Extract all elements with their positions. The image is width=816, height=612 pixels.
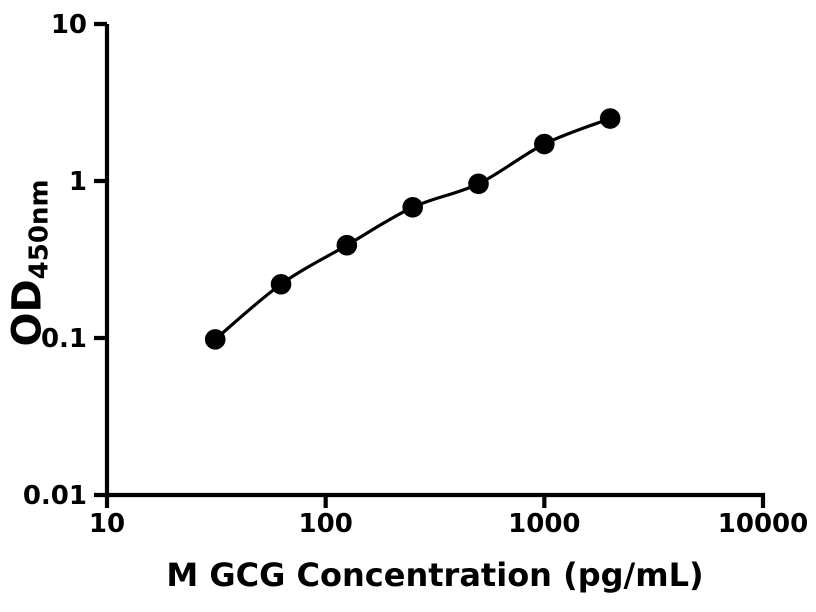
x-tick-label: 10 — [89, 509, 125, 539]
y-tick-label: 1 — [69, 167, 87, 197]
data-point-marker — [402, 196, 423, 218]
data-point-marker — [204, 329, 226, 350]
x-tick-label: 1000 — [508, 509, 580, 539]
y-tick-label: 0.01 — [23, 481, 87, 511]
data-points — [204, 108, 621, 350]
y-axis-title-main: OD — [4, 279, 51, 347]
y-axis-title-subscript: 450nm — [24, 179, 55, 280]
y-axis-title: OD450nm — [4, 179, 55, 347]
y-tick-label: 0.1 — [41, 324, 87, 354]
data-point-marker — [468, 173, 489, 195]
x-tick-label: 100 — [299, 509, 353, 539]
data-point-marker — [534, 133, 555, 155]
x-tick-label: 10000 — [718, 509, 808, 539]
data-point-marker — [270, 273, 292, 295]
data-point-marker — [336, 234, 358, 256]
x-axis-title: M GCG Concentration (pg/mL) — [166, 556, 704, 594]
axes — [94, 21, 766, 508]
axis-lines — [94, 21, 766, 508]
data-point-marker — [599, 108, 621, 129]
y-tick-label: 10 — [51, 10, 87, 40]
axis-tick-labels: 0.01 0.1 1 10 10 100 1000 10000 — [23, 10, 808, 539]
